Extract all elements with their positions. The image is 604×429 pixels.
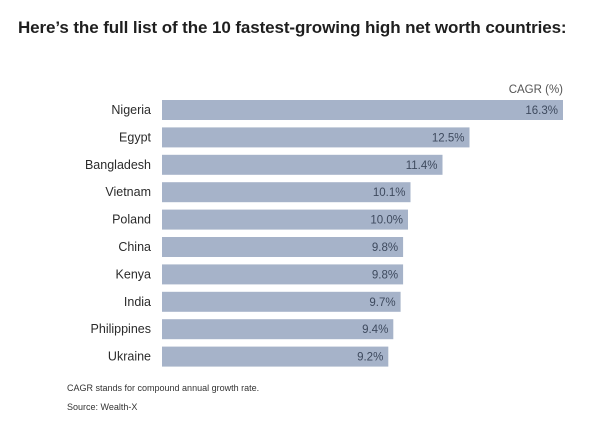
value-label: 10.1%	[373, 187, 406, 199]
bar	[162, 154, 443, 175]
bar-row-bangladesh: Bangladesh 11.4%	[85, 154, 443, 175]
bar	[162, 209, 408, 230]
category-label: Nigeria	[111, 103, 151, 117]
value-label: 9.8%	[372, 269, 398, 281]
category-label: Bangladesh	[85, 158, 151, 172]
source-note: Source: Wealth-X	[67, 402, 138, 412]
chart-headline: Here’s the full list of the 10 fastest-g…	[18, 18, 567, 37]
bar-row-nigeria: Nigeria 16.3%	[111, 100, 563, 120]
category-label: China	[118, 240, 151, 254]
bar	[162, 100, 563, 120]
category-label: Kenya	[116, 267, 151, 281]
bar	[162, 264, 404, 285]
bar	[162, 346, 389, 367]
value-label: 16.3%	[525, 105, 558, 117]
bar	[162, 127, 470, 148]
bar-row-egypt: Egypt 12.5%	[119, 127, 470, 148]
value-label: 10.0%	[370, 215, 403, 227]
value-label: 9.2%	[357, 352, 383, 364]
value-label: 9.4%	[362, 324, 388, 336]
bar-row-vietnam: Vietnam 10.1%	[105, 182, 411, 203]
value-label: 11.4%	[406, 160, 438, 172]
category-label: Egypt	[119, 130, 151, 144]
value-column-header: CAGR (%)	[509, 84, 563, 96]
bar-row-china: China 9.8%	[118, 237, 404, 257]
bar-row-india: India 9.7%	[124, 291, 401, 312]
bar	[162, 237, 404, 257]
value-label: 9.8%	[372, 242, 398, 254]
category-label: Philippines	[91, 322, 151, 336]
value-label: 9.7%	[369, 297, 395, 309]
bar-row-poland: Poland 10.0%	[112, 209, 408, 230]
category-label: India	[124, 295, 151, 309]
bar-row-philippines: Philippines 9.4%	[91, 319, 394, 340]
bar-row-ukraine: Ukraine 9.2%	[108, 346, 389, 367]
bar-row-kenya: Kenya 9.8%	[116, 264, 404, 285]
category-label: Poland	[112, 213, 151, 227]
value-label: 12.5%	[432, 132, 465, 144]
category-label: Vietnam	[105, 185, 151, 199]
category-label: Ukraine	[108, 350, 151, 364]
footnote: CAGR stands for compound annual growth r…	[67, 383, 260, 393]
bar	[162, 319, 394, 340]
bar	[162, 182, 411, 203]
bar	[162, 291, 401, 312]
